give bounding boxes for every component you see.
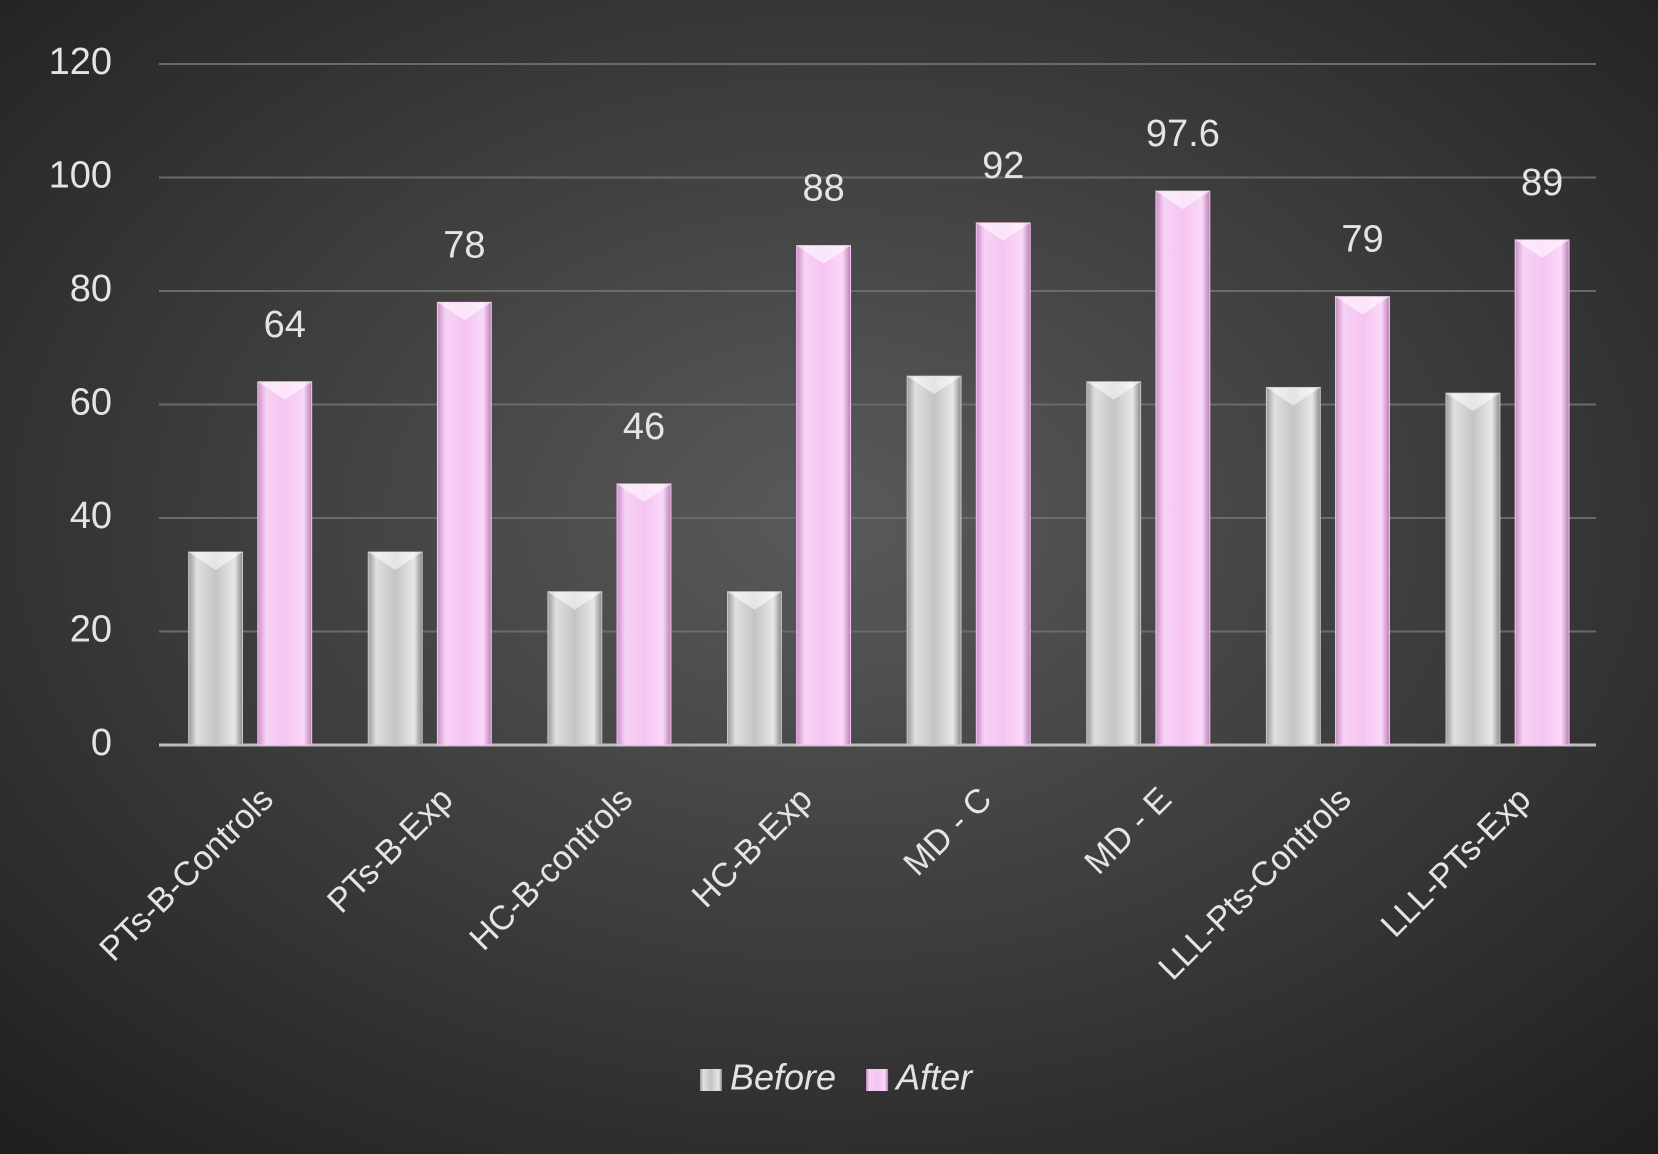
- legend-swatch: [866, 1069, 889, 1091]
- y-tick-label: 60: [70, 382, 112, 424]
- bar: [906, 375, 962, 746]
- bar: [1155, 190, 1211, 746]
- data-label: 64: [264, 304, 306, 346]
- bar-bevel: [257, 381, 312, 400]
- bar: [547, 591, 603, 746]
- y-tick-label: 20: [70, 609, 112, 651]
- data-label: 79: [1341, 219, 1383, 261]
- legend-label: Before: [730, 1057, 836, 1098]
- data-label: 89: [1521, 162, 1563, 204]
- y-tick-label: 100: [49, 155, 112, 197]
- bar-bevel: [547, 591, 602, 610]
- bar: [1265, 386, 1321, 746]
- bar: [367, 551, 423, 746]
- bar-bevel: [907, 376, 962, 395]
- y-tick-label: 0: [91, 722, 112, 764]
- bar-bevel: [727, 591, 782, 610]
- bar: [188, 551, 244, 746]
- y-tick-label: 40: [70, 495, 112, 537]
- bar-bevel: [1515, 239, 1570, 258]
- bar-bevel: [1266, 387, 1321, 406]
- bar-bevel: [1155, 191, 1210, 210]
- bar: [257, 381, 313, 746]
- bar-bevel: [796, 245, 851, 264]
- legend-label: After: [894, 1057, 974, 1098]
- bar-bevel: [976, 222, 1031, 241]
- bar-bevel: [437, 302, 492, 321]
- bar: [727, 591, 782, 746]
- bar: [616, 483, 672, 746]
- data-label: 92: [982, 145, 1024, 187]
- bar: [975, 222, 1031, 746]
- data-label: 88: [802, 168, 844, 210]
- bar: [1514, 239, 1570, 746]
- bar: [1445, 392, 1501, 746]
- data-label: 46: [623, 406, 665, 448]
- bar: [436, 301, 492, 746]
- bar-bevel: [1086, 381, 1141, 400]
- y-tick-label: 80: [70, 268, 112, 310]
- bar-bevel: [1446, 393, 1500, 412]
- bar-bevel: [617, 483, 671, 502]
- bar: [1335, 296, 1390, 746]
- y-tick-label: 120: [49, 41, 112, 83]
- bar: [1086, 381, 1142, 746]
- bar-bevel: [1335, 296, 1390, 315]
- data-label: 97.6: [1146, 113, 1220, 155]
- bar: [796, 245, 852, 746]
- data-label: 78: [443, 224, 485, 266]
- bar-bevel: [188, 552, 243, 571]
- legend-swatch: [700, 1069, 722, 1091]
- bar-bevel: [368, 552, 423, 571]
